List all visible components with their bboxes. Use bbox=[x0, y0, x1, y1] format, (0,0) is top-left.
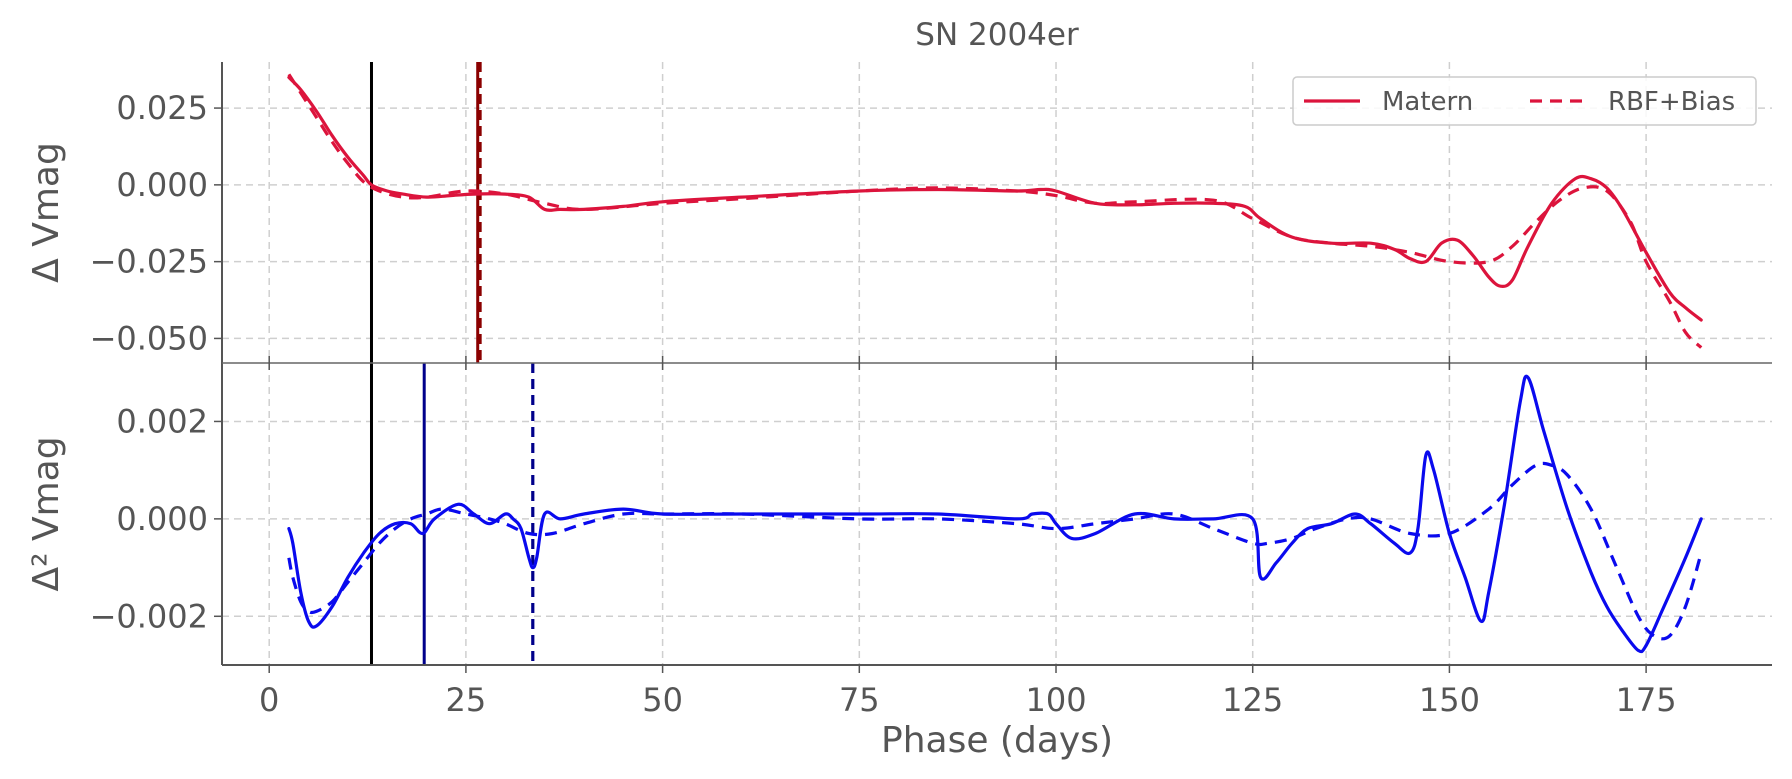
x-tick-label: 0 bbox=[259, 681, 279, 719]
legend-label-matern: Matern bbox=[1382, 87, 1473, 117]
bottom-y-tick-label: −0.002 bbox=[90, 597, 208, 635]
legend-box bbox=[1292, 76, 1757, 126]
bottom-y-tick-label: 0.002 bbox=[116, 402, 208, 440]
x-axis: 0 25 50 75 100 125 150 175 bbox=[222, 356, 1772, 719]
top-y-tick-label: −0.025 bbox=[90, 243, 208, 281]
x-axis-label: Phase (days) bbox=[881, 720, 1113, 761]
legend: Matern RBF+Bias bbox=[1292, 76, 1757, 126]
legend-label-rbf-bias: RBF+Bias bbox=[1608, 87, 1735, 117]
x-tick-label: 150 bbox=[1419, 681, 1480, 719]
panel-top: 0.025 0.000 −0.025 −0.050 Δ Vmag bbox=[26, 62, 1772, 363]
chart-title: SN 2004er bbox=[915, 17, 1079, 53]
bottom-series-rbf-bias bbox=[287, 461, 1703, 641]
bottom-y-tick-label: 0.000 bbox=[116, 500, 208, 538]
top-y-tick-label: 0.025 bbox=[116, 89, 208, 127]
x-tick-label: 25 bbox=[446, 681, 487, 719]
x-tick-label: 75 bbox=[839, 681, 880, 719]
top-y-axis-label: Δ Vmag bbox=[26, 142, 67, 283]
x-tick-label: 175 bbox=[1616, 681, 1677, 719]
top-series-rbf-bias bbox=[287, 73, 1703, 349]
x-tick-label: 100 bbox=[1025, 681, 1086, 719]
bottom-y-axis-label: Δ² Vmag bbox=[26, 436, 67, 591]
bottom-series-matern bbox=[287, 374, 1703, 654]
panel-bottom: 0.002 0.000 −0.002 Δ² Vmag bbox=[26, 363, 1772, 665]
top-y-tick-label: 0.000 bbox=[116, 166, 208, 204]
x-tick-label: 125 bbox=[1222, 681, 1283, 719]
x-tick-label: 50 bbox=[642, 681, 683, 719]
top-series-matern bbox=[287, 75, 1703, 322]
top-y-tick-label: −0.050 bbox=[90, 319, 208, 357]
